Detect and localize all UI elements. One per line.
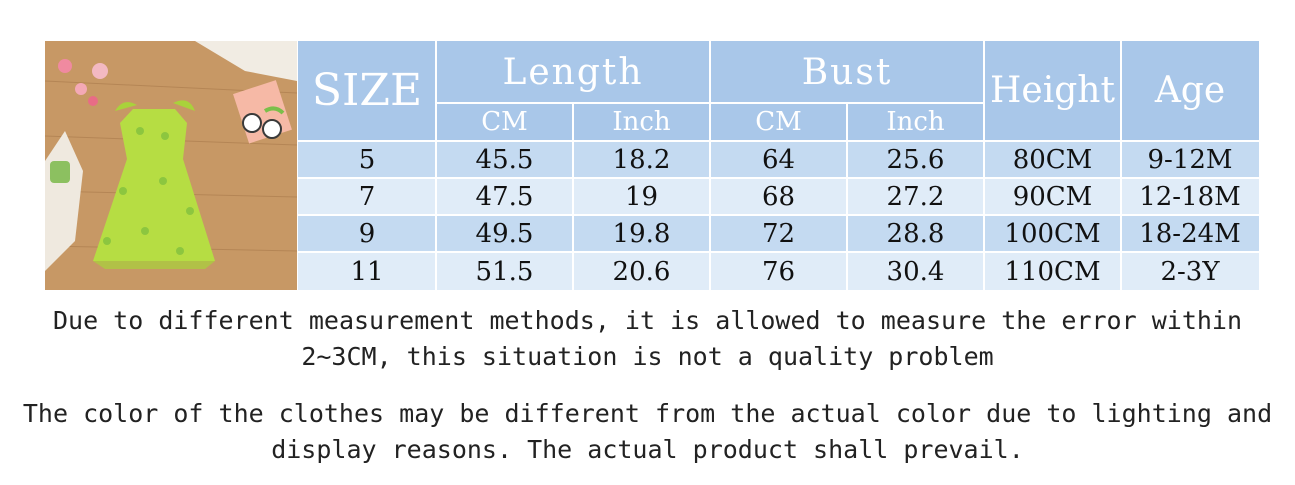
table-cell-height: 110CM [984, 253, 1121, 290]
grid-line [572, 103, 574, 290]
table-cell-height: 90CM [984, 179, 1121, 215]
measurement-note-line2: 2~3CM, this situation is not a quality p… [301, 342, 994, 371]
table-cell-length-inch: 18.2 [573, 142, 710, 178]
table-cell-height: 100CM [984, 216, 1121, 252]
table-cell-bust-inch: 28.8 [847, 216, 984, 252]
bust-inch-header: Inch [847, 103, 984, 140]
grid-line [435, 41, 437, 290]
length-inch-header: Inch [573, 103, 710, 140]
table-cell-bust-inch: 25.6 [847, 142, 984, 178]
table-cell-length-cm: 49.5 [436, 216, 573, 252]
table-cell-age: 12-18M [1121, 179, 1259, 215]
color-note-line1: The color of the clothes may be differen… [22, 399, 1273, 428]
table-cell-length-inch: 19.8 [573, 216, 710, 252]
table-cell-age: 18-24M [1121, 216, 1259, 252]
table-cell-bust-inch: 30.4 [847, 253, 984, 290]
table-cell-size: 7 [298, 179, 436, 215]
grid-line [298, 177, 1259, 179]
grid-line [298, 251, 1259, 253]
length-header: Length [436, 41, 710, 103]
height-header: Height [984, 41, 1121, 140]
grid-line [1120, 41, 1122, 290]
color-note-line2: display reasons. The actual product shal… [271, 435, 1024, 464]
grid-line [298, 214, 1259, 216]
table-cell-size: 5 [298, 142, 436, 178]
measurement-note-line1: Due to different measurement methods, it… [52, 306, 1243, 335]
table-cell-bust-cm: 72 [710, 216, 847, 252]
grid-line [436, 102, 984, 104]
table-cell-size: 11 [298, 253, 436, 290]
bust-cm-header: CM [710, 103, 847, 140]
table-cell-bust-cm: 68 [710, 179, 847, 215]
table-cell-height: 80CM [984, 142, 1121, 178]
product-photo [45, 41, 297, 290]
table-cell-length-inch: 20.6 [573, 253, 710, 290]
size-header: SIZE [298, 41, 436, 140]
grid-line [983, 41, 985, 290]
table-cell-bust-inch: 27.2 [847, 179, 984, 215]
measurement-note: Due to different measurement methods, it… [0, 303, 1295, 375]
table-cell-length-cm: 47.5 [436, 179, 573, 215]
table-cell-bust-cm: 64 [710, 142, 847, 178]
table-cell-size: 9 [298, 216, 436, 252]
size-chart-table: SIZE Length Bust Height Age CM Inch CM I… [298, 41, 1259, 290]
table-cell-age: 2-3Y [1121, 253, 1259, 290]
age-header: Age [1121, 41, 1259, 140]
table-cell-length-inch: 19 [573, 179, 710, 215]
color-note: The color of the clothes may be differen… [0, 396, 1295, 468]
table-cell-age: 9-12M [1121, 142, 1259, 178]
table-cell-length-cm: 51.5 [436, 253, 573, 290]
bust-header: Bust [710, 41, 984, 103]
length-cm-header: CM [436, 103, 573, 140]
grid-line [298, 140, 1259, 142]
grid-line [846, 103, 848, 290]
table-cell-bust-cm: 76 [710, 253, 847, 290]
table-cell-length-cm: 45.5 [436, 142, 573, 178]
grid-line [709, 41, 711, 290]
